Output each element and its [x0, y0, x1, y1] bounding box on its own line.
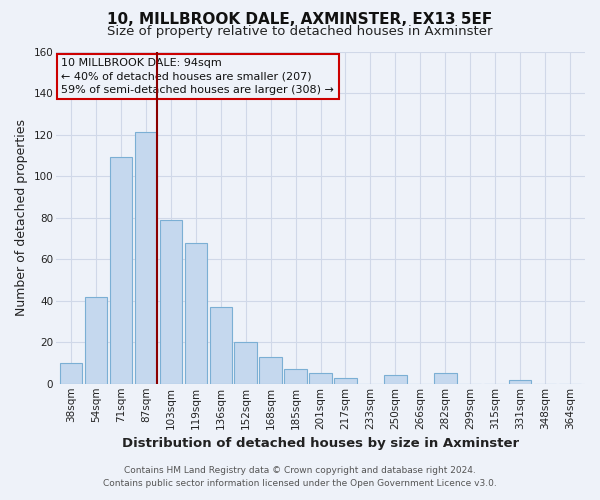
Bar	[134, 132, 157, 384]
Bar	[384, 376, 407, 384]
Text: Size of property relative to detached houses in Axminster: Size of property relative to detached ho…	[107, 25, 493, 38]
Bar	[209, 307, 232, 384]
Bar	[60, 363, 82, 384]
Bar	[509, 380, 532, 384]
Bar	[110, 158, 132, 384]
Bar	[310, 374, 332, 384]
Bar	[434, 374, 457, 384]
X-axis label: Distribution of detached houses by size in Axminster: Distribution of detached houses by size …	[122, 437, 519, 450]
Text: 10, MILLBROOK DALE, AXMINSTER, EX13 5EF: 10, MILLBROOK DALE, AXMINSTER, EX13 5EF	[107, 12, 493, 28]
Bar	[235, 342, 257, 384]
Bar	[284, 369, 307, 384]
Text: Contains HM Land Registry data © Crown copyright and database right 2024.
Contai: Contains HM Land Registry data © Crown c…	[103, 466, 497, 487]
Text: 10 MILLBROOK DALE: 94sqm
← 40% of detached houses are smaller (207)
59% of semi-: 10 MILLBROOK DALE: 94sqm ← 40% of detach…	[61, 58, 334, 94]
Bar	[85, 296, 107, 384]
Bar	[334, 378, 357, 384]
Bar	[259, 357, 282, 384]
Y-axis label: Number of detached properties: Number of detached properties	[15, 119, 28, 316]
Bar	[160, 220, 182, 384]
Bar	[185, 242, 207, 384]
